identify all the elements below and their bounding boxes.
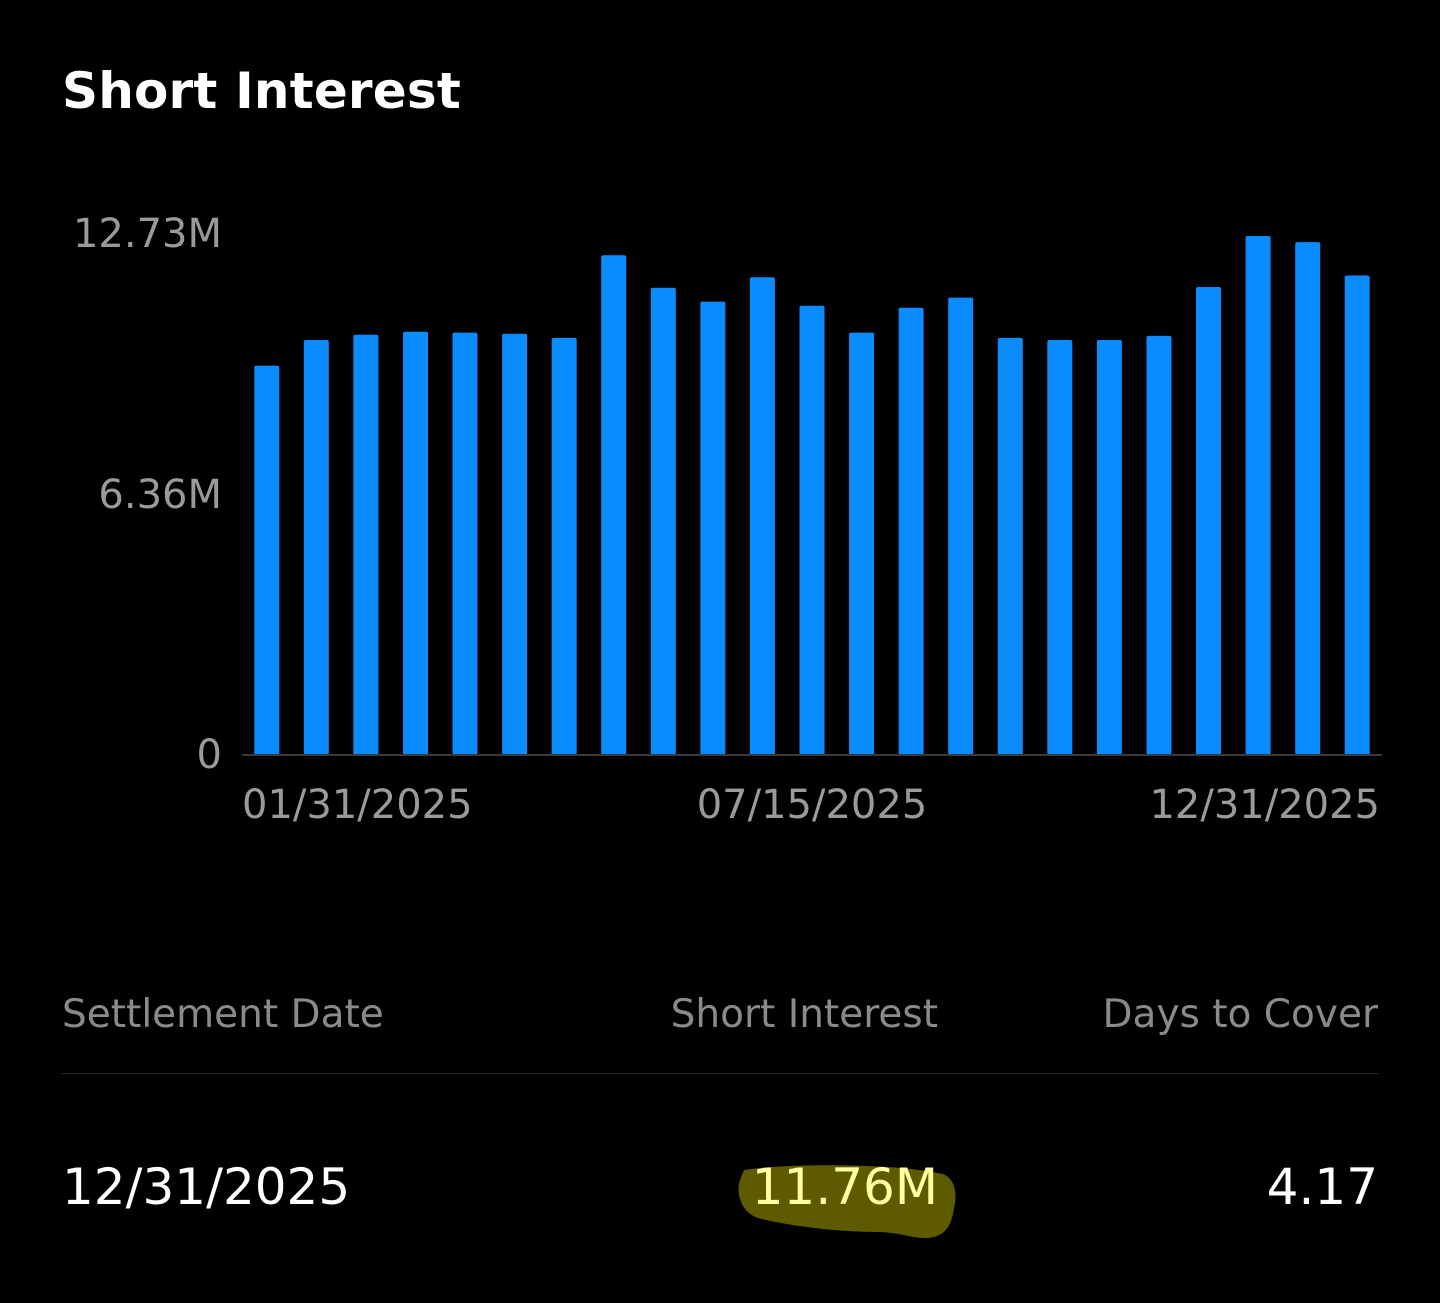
bar-22[interactable] [1344, 275, 1370, 756]
settlement-date-header: Settlement Date [62, 992, 384, 1037]
bar-15[interactable] [997, 337, 1023, 755]
bar-13[interactable] [898, 307, 924, 755]
bar-21[interactable] [1295, 242, 1321, 756]
bar-17[interactable] [1096, 340, 1122, 755]
days-to-cover-header: Days to Cover [1102, 992, 1378, 1037]
short-interest-value: 11.76M [751, 1158, 938, 1216]
bar-6[interactable] [551, 337, 577, 755]
bar-7[interactable] [601, 255, 627, 755]
bar-2[interactable] [353, 334, 379, 755]
bar-14[interactable] [948, 297, 974, 755]
chart-title: Short Interest [62, 62, 461, 120]
marker-highlight [738, 1165, 956, 1239]
short-interest-bar-chart: 0 6.36M 12.73M 01/31/2025 07/15/2025 12/… [73, 211, 1382, 828]
bar-10[interactable] [749, 277, 775, 755]
x-tick-label-0: 01/31/2025 [242, 782, 473, 828]
x-tick-label-2: 12/31/2025 [1149, 782, 1380, 828]
bar-18[interactable] [1146, 335, 1172, 755]
bar-8[interactable] [650, 287, 676, 755]
short-interest-header: Short Interest [670, 992, 938, 1037]
bar-9[interactable] [700, 301, 726, 755]
bar-19[interactable] [1196, 287, 1221, 755]
bar-1[interactable] [303, 340, 329, 755]
bar-4[interactable] [452, 332, 478, 755]
y-tick-label-1: 6.36M [98, 472, 222, 518]
table-divider [62, 1073, 1378, 1074]
bar-12[interactable] [849, 332, 875, 755]
y-tick-label-2: 12.73M [73, 211, 222, 257]
bars [254, 236, 1370, 756]
bar-5[interactable] [502, 333, 528, 755]
bar-20[interactable] [1245, 236, 1271, 755]
x-tick-label-1: 07/15/2025 [697, 782, 928, 828]
y-tick-label-0: 0 [197, 732, 222, 778]
bar-3[interactable] [403, 331, 428, 755]
bar-11[interactable] [799, 305, 825, 755]
bar-16[interactable] [1047, 340, 1073, 755]
days-to-cover-value: 4.17 [1266, 1158, 1378, 1216]
bar-0[interactable] [254, 365, 280, 755]
settlement-date-value: 12/31/2025 [62, 1158, 351, 1216]
